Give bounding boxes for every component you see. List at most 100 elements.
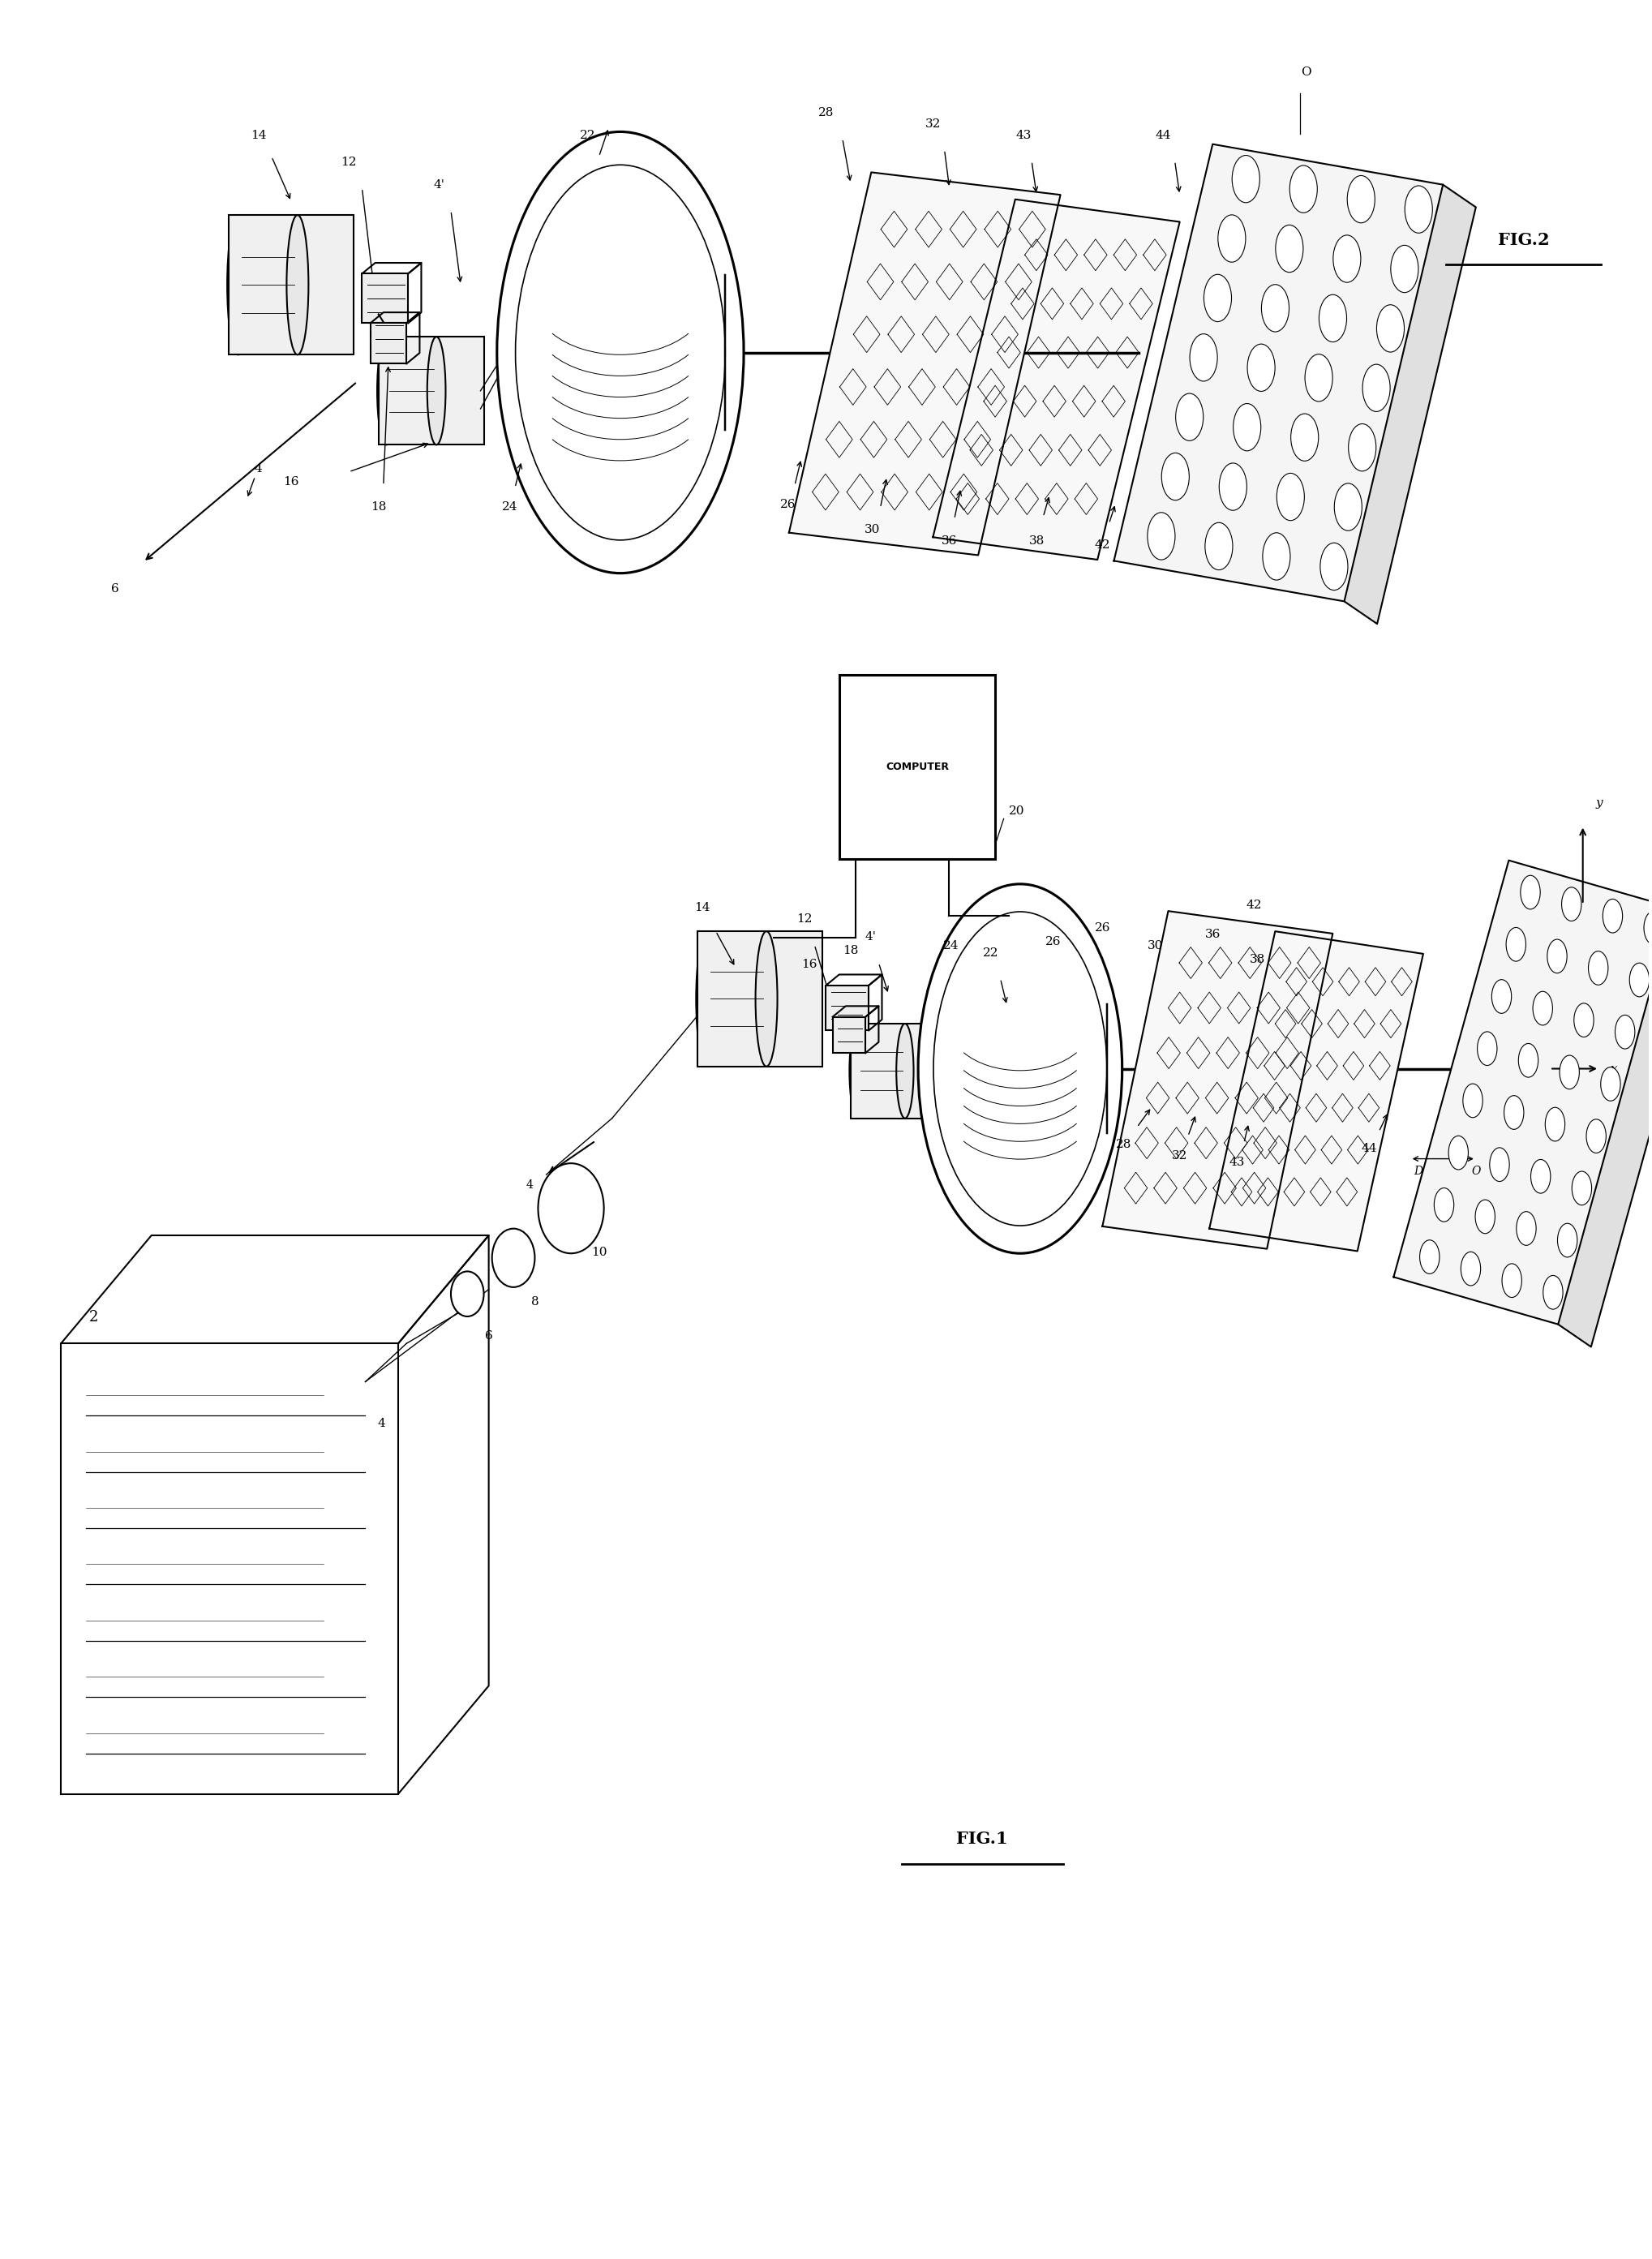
Ellipse shape — [1376, 305, 1404, 352]
Ellipse shape — [849, 1023, 867, 1118]
Text: 36: 36 — [942, 535, 957, 547]
Polygon shape — [1394, 861, 1652, 1324]
Ellipse shape — [1219, 463, 1247, 511]
Text: 4: 4 — [527, 1179, 534, 1190]
Polygon shape — [1209, 931, 1424, 1251]
Text: 32: 32 — [925, 117, 940, 129]
Ellipse shape — [1601, 1066, 1621, 1100]
Text: 1: 1 — [950, 714, 960, 727]
Ellipse shape — [1548, 940, 1568, 974]
Text: 6: 6 — [111, 583, 119, 594]
Ellipse shape — [1204, 522, 1232, 569]
Ellipse shape — [897, 1023, 914, 1118]
Ellipse shape — [1559, 1055, 1579, 1089]
Ellipse shape — [1262, 285, 1289, 332]
Bar — [697, 931, 823, 1066]
Text: 8: 8 — [530, 1297, 539, 1308]
Ellipse shape — [1434, 1188, 1454, 1222]
Text: 12: 12 — [796, 913, 813, 924]
Text: 4': 4' — [434, 178, 444, 190]
Ellipse shape — [1391, 246, 1419, 294]
Text: 42: 42 — [1095, 540, 1110, 551]
Text: O: O — [1472, 1166, 1480, 1177]
Text: 28: 28 — [818, 106, 834, 117]
Text: y: y — [1596, 797, 1602, 809]
Text: 18: 18 — [843, 944, 859, 956]
Ellipse shape — [1517, 1211, 1536, 1245]
Ellipse shape — [1558, 1224, 1578, 1258]
Text: 4: 4 — [254, 463, 263, 474]
Text: 28: 28 — [1117, 1139, 1132, 1150]
Bar — [839, 675, 996, 858]
Text: FIG.2: FIG.2 — [1498, 233, 1550, 248]
Ellipse shape — [919, 883, 1122, 1254]
Polygon shape — [933, 199, 1180, 560]
Text: 10: 10 — [591, 1247, 606, 1258]
Ellipse shape — [1232, 156, 1260, 203]
Circle shape — [492, 1229, 535, 1288]
Ellipse shape — [1363, 364, 1389, 411]
Text: 20: 20 — [1009, 804, 1024, 815]
Ellipse shape — [1477, 1032, 1497, 1066]
Ellipse shape — [1247, 343, 1275, 391]
Ellipse shape — [1348, 425, 1376, 472]
Ellipse shape — [1277, 472, 1305, 520]
Text: FIG.1: FIG.1 — [957, 1830, 1008, 1848]
Ellipse shape — [1602, 899, 1622, 933]
Text: 44: 44 — [1361, 1143, 1376, 1154]
Ellipse shape — [1290, 413, 1318, 461]
Ellipse shape — [1460, 1251, 1480, 1285]
Ellipse shape — [428, 337, 446, 445]
Text: 22: 22 — [580, 129, 595, 140]
Ellipse shape — [1490, 1148, 1510, 1181]
Text: 42: 42 — [1246, 899, 1262, 910]
Text: D: D — [1414, 1166, 1422, 1177]
Ellipse shape — [1492, 980, 1512, 1014]
Ellipse shape — [497, 131, 743, 574]
Text: COMPUTER: COMPUTER — [885, 761, 948, 773]
Text: 18: 18 — [370, 501, 387, 513]
Bar — [378, 337, 484, 445]
Text: 32: 32 — [1171, 1150, 1188, 1161]
Ellipse shape — [1588, 951, 1607, 985]
Ellipse shape — [1148, 513, 1175, 560]
Text: 26: 26 — [1095, 922, 1110, 933]
Ellipse shape — [1629, 962, 1649, 996]
Bar — [362, 273, 408, 323]
Polygon shape — [1558, 908, 1652, 1346]
Ellipse shape — [1644, 910, 1652, 944]
Text: 38: 38 — [1029, 535, 1044, 547]
Ellipse shape — [1305, 355, 1333, 402]
Ellipse shape — [1333, 235, 1361, 282]
Ellipse shape — [1616, 1014, 1635, 1048]
Text: 26: 26 — [780, 499, 796, 511]
Bar — [826, 985, 869, 1030]
Ellipse shape — [1464, 1084, 1482, 1118]
Ellipse shape — [1218, 215, 1246, 262]
Text: 2: 2 — [89, 1310, 99, 1324]
Text: 22: 22 — [983, 947, 998, 958]
Ellipse shape — [1419, 1240, 1439, 1274]
Ellipse shape — [695, 931, 719, 1066]
Ellipse shape — [1189, 334, 1218, 382]
Text: 16: 16 — [284, 477, 299, 488]
Text: 16: 16 — [801, 958, 818, 969]
Text: 12: 12 — [340, 156, 357, 167]
Ellipse shape — [377, 337, 395, 445]
Polygon shape — [1102, 910, 1333, 1249]
Ellipse shape — [1533, 992, 1553, 1026]
Text: O: O — [1302, 66, 1312, 77]
Ellipse shape — [1586, 1118, 1606, 1152]
Ellipse shape — [286, 215, 309, 355]
Ellipse shape — [1262, 533, 1290, 581]
Ellipse shape — [1543, 1276, 1563, 1310]
Text: 4': 4' — [864, 931, 876, 942]
Bar — [833, 1017, 866, 1053]
Ellipse shape — [1502, 1263, 1521, 1297]
Ellipse shape — [1335, 483, 1361, 531]
Text: 6: 6 — [484, 1331, 492, 1342]
Ellipse shape — [1204, 273, 1231, 321]
Ellipse shape — [1234, 404, 1260, 452]
Polygon shape — [790, 172, 1061, 556]
Circle shape — [539, 1163, 605, 1254]
